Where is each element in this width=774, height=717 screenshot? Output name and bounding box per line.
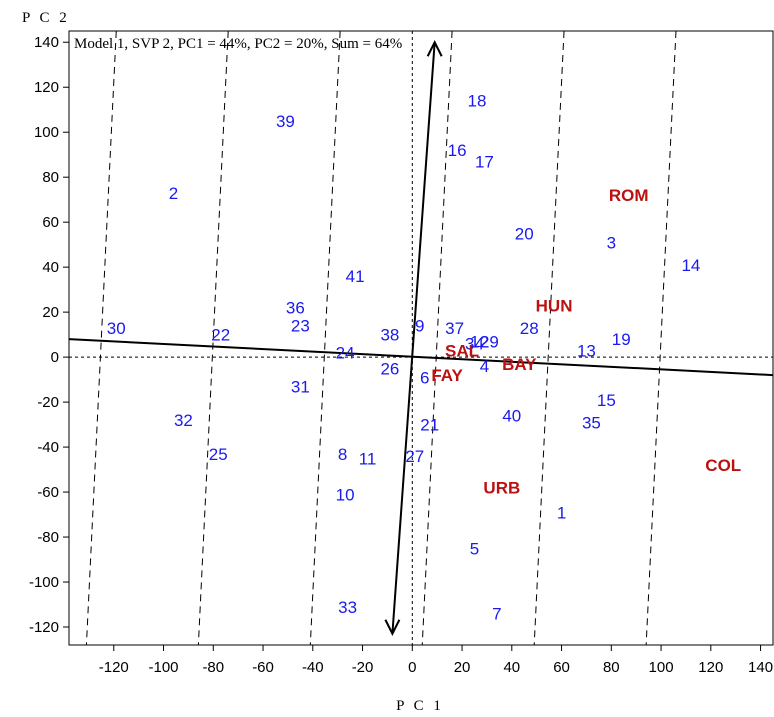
genotype-label: 37 [445,319,464,338]
x-axis-title: P C 1 [396,698,444,714]
x-tick-label: -120 [99,659,129,676]
x-tick-label: -60 [252,659,274,676]
contour-line-6 [645,31,677,645]
y-tick-label: 0 [51,349,59,366]
genotype-label: 13 [577,341,596,360]
genotype-label: 24 [336,344,355,363]
pc1-axis-line [69,338,773,377]
genotype-label: 12 [470,332,489,351]
x-tick-label: -20 [352,659,374,676]
y-tick-label: 120 [34,79,59,96]
chart-title: Model 1, SVP 2, PC1 = 44%, PC2 = 20%, Su… [74,36,402,52]
genotype-label: 14 [681,256,700,275]
x-tick-label: 60 [553,659,570,676]
y-tick-label: 40 [42,259,59,276]
environment-label: HUN [536,296,573,315]
environment-label: SAL [445,341,479,360]
genotype-label: 20 [515,224,534,243]
genotype-label: 4 [480,357,489,376]
genotype-label: 6 [420,368,429,387]
environment-label: URB [483,479,520,498]
y-tick-label: 80 [42,169,59,186]
y-tick-label: -120 [29,619,59,636]
genotype-label: 38 [380,326,399,345]
genotype-label: 9 [415,317,424,336]
pc2-axis-line [391,42,436,634]
genotype-label: 16 [448,141,467,160]
contour-line-4 [421,31,453,645]
arrow-down-icon [384,619,401,636]
arrow-up-icon [426,40,443,57]
y-axis-title: P C 2 [22,10,70,26]
genotype-label: 7 [492,605,501,624]
genotype-label: 21 [420,416,439,435]
y-tick-label: -60 [37,484,59,501]
y-tick-label: 140 [34,34,59,51]
x-tick-label: -100 [149,659,179,676]
contour-line-3 [309,31,341,645]
genotype-label: 1 [557,503,566,522]
x-tick-label: 40 [503,659,520,676]
x-tick-label: 120 [698,659,723,676]
genotype-label: 35 [582,413,601,432]
x-tick-label: 80 [603,659,620,676]
genotype-label: 3 [607,233,616,252]
genotype-label: 17 [475,152,494,171]
genotype-label: 18 [468,92,487,111]
x-tick-label: 140 [748,659,773,676]
x-tick-label: 100 [649,659,674,676]
genotype-label: 28 [520,319,539,338]
genotype-label: 22 [211,326,230,345]
environment-label: BAY [502,355,537,374]
genotype-label: 8 [338,445,347,464]
environment-label: ROM [609,186,649,205]
genotype-label: 40 [502,407,521,426]
y-tick-label: -40 [37,439,59,456]
genotype-label: 27 [405,447,424,466]
genotype-label: 33 [338,598,357,617]
y-tick-label: -20 [37,394,59,411]
genotype-label: 5 [470,539,479,558]
genotype-label: 23 [291,317,310,336]
genotype-label: 36 [286,299,305,318]
genotype-label: 2 [169,184,178,203]
y-tick-label: 20 [42,304,59,321]
environment-label: COL [705,456,741,475]
x-tick-label: 20 [454,659,471,676]
genotype-label: 26 [380,359,399,378]
genotype-label: 25 [209,445,228,464]
genotype-label: 11 [359,449,377,468]
contour-line-5 [533,31,565,645]
y-tick-label: 60 [42,214,59,231]
plot-area [68,30,774,646]
genotype-label: 15 [597,391,616,410]
contour-line-1 [85,31,117,645]
genotype-label: 34 [465,335,484,354]
x-tick-label: -80 [202,659,224,676]
genotype-label: 32 [174,411,193,430]
contour-line-2 [197,31,229,645]
genotype-label: 39 [276,112,295,131]
genotype-label: 41 [346,267,365,286]
y-tick-label: -80 [37,529,59,546]
x-tick-label: -40 [302,659,324,676]
genotype-label: 31 [291,377,310,396]
environment-label: FAY [431,366,463,385]
genotype-label: 29 [480,332,499,351]
genotype-label: 30 [107,319,126,338]
genotype-label: 19 [612,330,631,349]
genotype-label: 10 [336,485,355,504]
y-tick-label: 100 [34,124,59,141]
x-tick-label: 0 [408,659,416,676]
y-tick-label: -100 [29,574,59,591]
